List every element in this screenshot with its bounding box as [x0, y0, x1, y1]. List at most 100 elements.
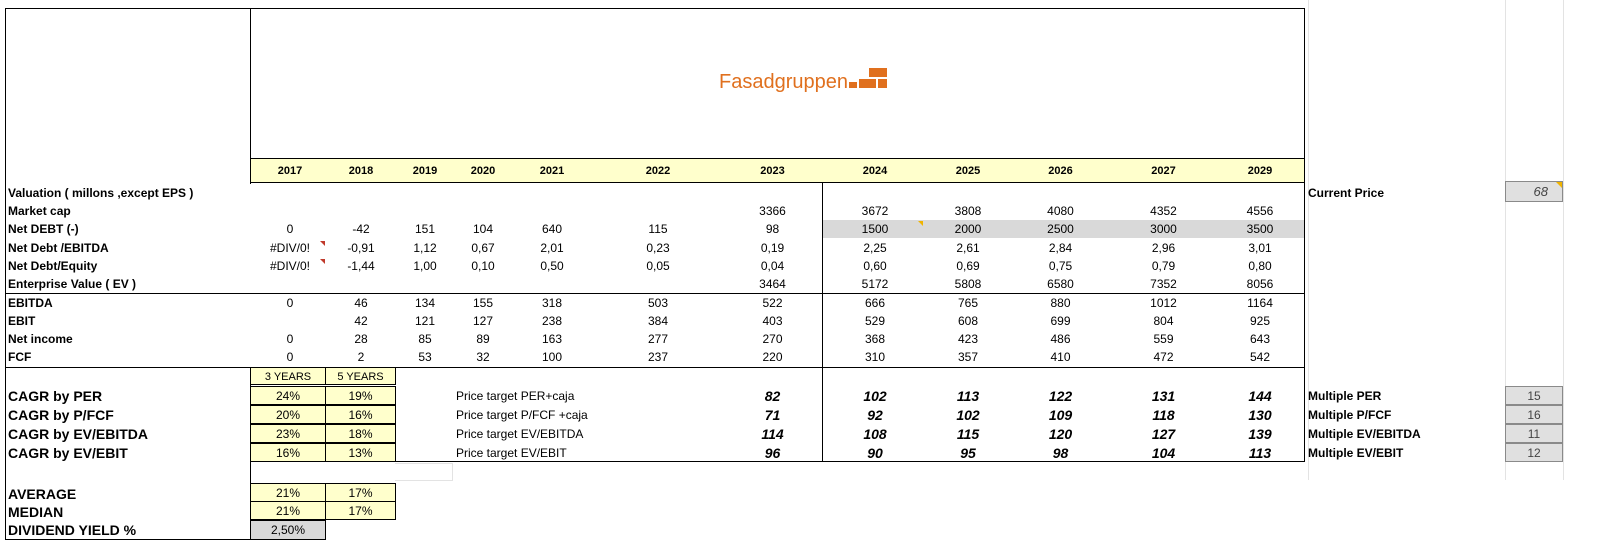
price-target-value[interactable]: 104: [1151, 445, 1176, 461]
table-cell[interactable]: 403: [762, 314, 783, 328]
table-cell[interactable]: 0,79: [1151, 259, 1176, 273]
table-cell[interactable]: [252, 275, 328, 293]
table-cell[interactable]: 238: [541, 314, 563, 328]
table-cell[interactable]: 155: [472, 296, 494, 310]
table-cell[interactable]: #DIV/0!: [269, 241, 311, 255]
table-cell[interactable]: 28: [354, 332, 368, 346]
cagr-5-years[interactable]: 16%: [325, 405, 396, 424]
table-cell[interactable]: 368: [864, 332, 886, 346]
multiple-input[interactable]: 16: [1505, 405, 1563, 424]
table-cell[interactable]: 0,23: [646, 241, 670, 255]
cagr-3-years[interactable]: 23%: [250, 424, 326, 443]
price-target-value[interactable]: 113: [1248, 445, 1272, 461]
table-cell[interactable]: [593, 184, 723, 202]
price-target-value[interactable]: 118: [1152, 407, 1175, 423]
table-cell[interactable]: 98: [765, 222, 780, 236]
table-cell[interactable]: 3000: [1150, 222, 1177, 236]
table-cell[interactable]: 53: [418, 350, 432, 364]
price-target-value[interactable]: 131: [1151, 388, 1176, 404]
table-cell[interactable]: [927, 184, 1009, 202]
table-cell[interactable]: [455, 202, 511, 220]
table-cell[interactable]: 3464: [759, 277, 786, 291]
price-target-value[interactable]: 130: [1248, 407, 1272, 423]
table-cell[interactable]: 357: [957, 350, 979, 364]
price-target-value[interactable]: 98: [1052, 445, 1069, 461]
table-cell[interactable]: 5172: [861, 277, 889, 291]
table-cell[interactable]: 666: [864, 296, 886, 310]
table-cell[interactable]: 0,67: [471, 241, 495, 255]
table-cell[interactable]: 608: [957, 314, 979, 328]
table-cell[interactable]: 46: [354, 296, 368, 310]
table-cell[interactable]: 277: [647, 332, 669, 346]
price-target-value[interactable]: 120: [1048, 426, 1073, 442]
table-cell[interactable]: 104: [472, 222, 494, 236]
table-cell[interactable]: [512, 184, 592, 202]
price-target-value[interactable]: 90: [867, 445, 883, 461]
table-cell[interactable]: [512, 202, 592, 220]
table-cell[interactable]: 89: [476, 332, 490, 346]
table-cell[interactable]: [455, 275, 511, 293]
price-target-value[interactable]: 82: [764, 388, 781, 404]
price-target-value[interactable]: 71: [764, 407, 781, 423]
table-cell[interactable]: [327, 202, 395, 220]
table-cell[interactable]: -1,44: [347, 259, 375, 273]
dividend-yield-value[interactable]: 2,50%: [250, 520, 326, 540]
table-cell[interactable]: 423: [957, 332, 979, 346]
table-cell[interactable]: [396, 275, 454, 293]
table-cell[interactable]: 1,00: [413, 259, 437, 273]
current-price-input[interactable]: 68: [1505, 181, 1563, 202]
table-cell[interactable]: 3500: [1246, 222, 1274, 236]
table-cell[interactable]: [1010, 184, 1111, 202]
table-cell[interactable]: 486: [1050, 332, 1071, 346]
price-target-value[interactable]: 122: [1048, 388, 1073, 404]
table-cell[interactable]: 0,10: [471, 259, 495, 273]
cagr-5-years[interactable]: 13%: [325, 443, 396, 462]
table-cell[interactable]: 522: [762, 296, 783, 310]
cagr-5-years[interactable]: 18%: [325, 424, 396, 443]
table-cell[interactable]: [396, 202, 454, 220]
table-cell[interactable]: 7352: [1150, 277, 1177, 291]
price-target-value[interactable]: 96: [764, 445, 781, 461]
table-cell[interactable]: [327, 184, 395, 202]
table-cell[interactable]: 4080: [1047, 204, 1074, 218]
table-cell[interactable]: 643: [1249, 332, 1271, 346]
price-target-value[interactable]: 139: [1248, 426, 1272, 442]
table-cell[interactable]: 2,01: [540, 241, 564, 255]
table-cell[interactable]: 3366: [759, 204, 786, 218]
table-cell[interactable]: 2000: [954, 222, 982, 236]
table-cell[interactable]: 0: [286, 332, 294, 346]
table-cell[interactable]: [252, 202, 328, 220]
table-cell[interactable]: 0,75: [1048, 259, 1073, 273]
table-cell[interactable]: 151: [414, 222, 436, 236]
cagr-3-years[interactable]: 24%: [250, 386, 326, 405]
table-cell[interactable]: [1112, 184, 1215, 202]
table-cell[interactable]: 503: [647, 296, 669, 310]
table-cell[interactable]: 2,96: [1151, 241, 1176, 255]
table-cell[interactable]: 640: [541, 222, 563, 236]
cagr-3-years[interactable]: 16%: [250, 443, 326, 462]
table-cell[interactable]: 2,61: [956, 241, 980, 255]
table-cell[interactable]: 804: [1153, 314, 1174, 328]
table-cell[interactable]: #DIV/0!: [269, 259, 311, 273]
table-cell[interactable]: 3672: [861, 204, 889, 218]
table-cell[interactable]: 0,05: [646, 259, 670, 273]
table-cell[interactable]: 3,01: [1248, 241, 1272, 255]
table-cell[interactable]: 270: [762, 332, 783, 346]
multiple-input[interactable]: 12: [1505, 443, 1563, 462]
table-cell[interactable]: 472: [1153, 350, 1174, 364]
price-target-value[interactable]: 102: [956, 407, 980, 423]
table-cell[interactable]: 4556: [1246, 204, 1274, 218]
table-cell[interactable]: 0,69: [956, 259, 980, 273]
table-cell[interactable]: 0,60: [863, 259, 887, 273]
table-cell[interactable]: 134: [414, 296, 436, 310]
table-cell[interactable]: 2,25: [863, 241, 887, 255]
price-target-value[interactable]: 92: [867, 407, 883, 423]
table-cell[interactable]: 163: [541, 332, 563, 346]
table-cell[interactable]: 0,19: [760, 241, 785, 255]
table-cell[interactable]: [593, 202, 723, 220]
table-cell[interactable]: [455, 184, 511, 202]
multiple-input[interactable]: 11: [1505, 424, 1563, 443]
table-cell[interactable]: 529: [864, 314, 886, 328]
table-cell[interactable]: -42: [352, 222, 370, 236]
price-target-value[interactable]: 109: [1048, 407, 1073, 423]
